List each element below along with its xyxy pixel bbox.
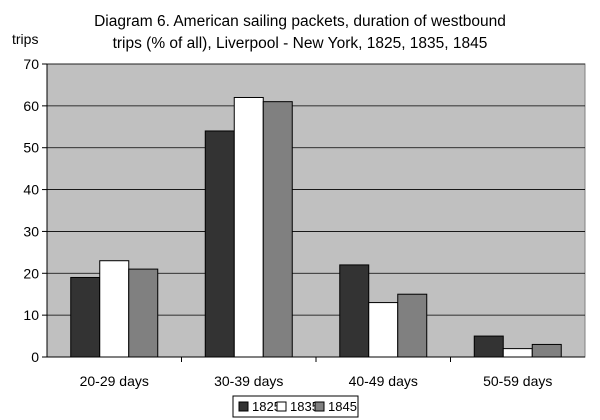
y-tick-label: 50 (23, 140, 39, 156)
bar-1835-30-39-days (233, 96, 264, 358)
legend-box (232, 395, 359, 418)
y-tick-label: 70 (23, 56, 39, 72)
x-tick-label: 40-49 days (349, 373, 418, 389)
bar-1845-20-29-days (128, 268, 159, 358)
bar-1845-40-49-days (397, 293, 428, 358)
y-tick-label: 60 (23, 98, 39, 114)
y-tick-label: 0 (31, 349, 39, 365)
plot-area: 0 10 20 30 40 50 60 70 20-29 days 30-39 days 40-49… (23, 56, 586, 389)
bar-1835-40-49-days (368, 302, 399, 358)
legend-swatch-1845 (314, 401, 325, 412)
y-axis-label: trips (12, 31, 38, 47)
bar-1835-20-29-days (99, 260, 130, 358)
bar-1825-30-39-days (204, 130, 235, 358)
legend-label-1825: 1825 (252, 399, 281, 414)
y-tick-label: 40 (23, 182, 39, 198)
legend-swatch-1835 (276, 401, 287, 412)
legend-label-1845: 1845 (328, 399, 357, 414)
bar-1825-50-59-days (473, 335, 504, 358)
x-tick-label: 30-39 days (214, 373, 283, 389)
bar-1825-20-29-days (70, 276, 101, 358)
bar-1825-40-49-days (339, 264, 370, 358)
y-tick-label: 20 (23, 265, 39, 281)
legend: 1825 1835 1845 (232, 395, 359, 418)
bar-1845-30-39-days (262, 101, 293, 358)
legend-swatch-1825 (238, 401, 249, 412)
y-tick-label: 10 (23, 307, 39, 323)
x-tick-label: 50-59 days (483, 373, 552, 389)
chart-title-line-1: Diagram 6. American sailing packets, dur… (94, 13, 506, 30)
bar-1835-50-59-days (502, 348, 533, 358)
chart-title-line-2: trips (% of all), Liverpool - New York, … (113, 35, 488, 52)
legend-label-1835: 1835 (290, 399, 319, 414)
y-tick-label: 30 (23, 223, 39, 239)
bar-1845-50-59-days (531, 343, 562, 358)
x-tick-label: 20-29 days (80, 373, 149, 389)
